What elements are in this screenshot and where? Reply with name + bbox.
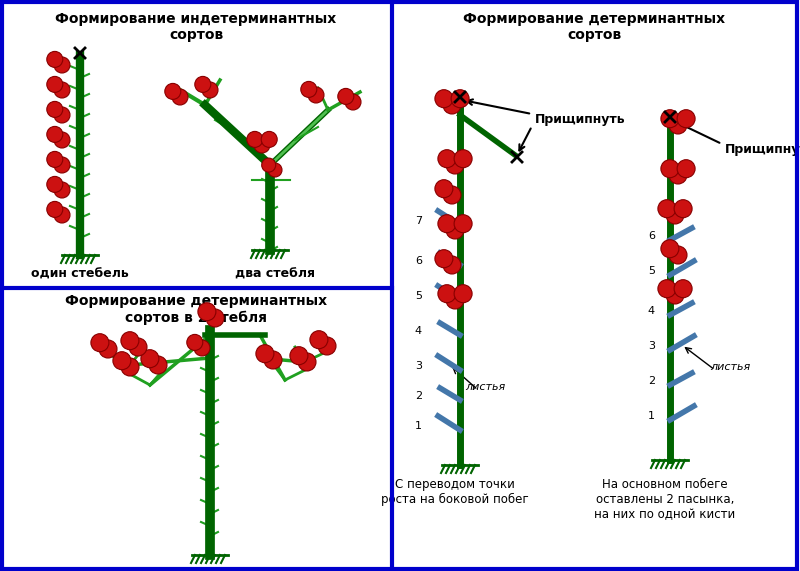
Circle shape [446, 221, 464, 239]
Circle shape [54, 157, 70, 173]
Circle shape [202, 82, 218, 98]
Circle shape [54, 182, 70, 198]
Circle shape [268, 163, 282, 177]
Circle shape [454, 285, 472, 303]
Circle shape [435, 180, 453, 198]
Circle shape [438, 215, 456, 233]
Circle shape [165, 83, 181, 99]
Circle shape [46, 102, 62, 118]
Circle shape [345, 94, 361, 110]
Circle shape [338, 89, 354, 104]
Circle shape [54, 107, 70, 123]
Circle shape [262, 158, 276, 172]
Circle shape [443, 96, 461, 114]
Text: 3: 3 [648, 341, 655, 351]
Circle shape [308, 87, 324, 103]
Circle shape [261, 131, 277, 147]
Circle shape [141, 349, 159, 368]
Circle shape [54, 207, 70, 223]
Circle shape [438, 150, 456, 168]
Text: 1: 1 [415, 421, 422, 431]
Text: 2: 2 [415, 391, 422, 401]
Text: Формирование детерминантных
сортов: Формирование детерминантных сортов [463, 12, 725, 42]
Circle shape [254, 137, 270, 153]
Circle shape [91, 333, 109, 352]
Circle shape [661, 110, 679, 128]
Circle shape [187, 335, 203, 351]
Circle shape [121, 358, 139, 376]
Circle shape [194, 340, 210, 356]
Circle shape [674, 280, 692, 297]
Circle shape [256, 345, 274, 363]
Circle shape [46, 51, 62, 67]
Circle shape [121, 332, 139, 349]
Circle shape [318, 337, 336, 355]
Circle shape [666, 286, 684, 304]
Circle shape [46, 126, 62, 142]
Text: На основном побеге
оставлены 2 пасынка,
на них по одной кисти: На основном побеге оставлены 2 пасынка, … [594, 478, 736, 521]
Circle shape [658, 200, 676, 218]
Text: один стебель: один стебель [31, 268, 129, 281]
Text: 2: 2 [648, 376, 655, 386]
Circle shape [669, 116, 687, 134]
Circle shape [206, 309, 224, 327]
Text: 6: 6 [648, 231, 655, 241]
Circle shape [198, 303, 216, 321]
Circle shape [195, 77, 211, 93]
Text: 4: 4 [648, 306, 655, 316]
Circle shape [246, 131, 262, 147]
Circle shape [661, 240, 679, 258]
Circle shape [149, 356, 167, 374]
Circle shape [454, 215, 472, 233]
Text: 5: 5 [415, 291, 422, 301]
Circle shape [669, 166, 687, 184]
Circle shape [46, 202, 62, 218]
Circle shape [54, 57, 70, 73]
Circle shape [666, 206, 684, 224]
Circle shape [443, 256, 461, 274]
Circle shape [677, 110, 695, 128]
Circle shape [301, 82, 317, 98]
Circle shape [113, 352, 131, 369]
Circle shape [454, 150, 472, 168]
Circle shape [661, 160, 679, 178]
Circle shape [669, 246, 687, 264]
Text: Прищипнуть: Прищипнуть [535, 114, 626, 127]
Text: Формирование детерминантных
сортов в 2 стебля: Формирование детерминантных сортов в 2 с… [65, 294, 327, 324]
Circle shape [129, 338, 147, 356]
Text: листья: листья [465, 382, 506, 392]
Text: 4: 4 [415, 326, 422, 336]
Circle shape [435, 90, 453, 108]
Circle shape [446, 156, 464, 174]
Text: Формирование индетерминантных
сортов: Формирование индетерминантных сортов [55, 12, 337, 42]
Circle shape [46, 176, 62, 192]
Circle shape [298, 353, 316, 371]
Text: 3: 3 [415, 361, 422, 371]
Circle shape [172, 89, 188, 105]
Text: 1: 1 [648, 411, 655, 421]
Text: Прищипнуть: Прищипнуть [725, 143, 800, 156]
Text: 7: 7 [415, 216, 422, 226]
Circle shape [310, 331, 328, 349]
Circle shape [46, 151, 62, 167]
Circle shape [435, 250, 453, 268]
Circle shape [264, 351, 282, 369]
Text: 5: 5 [648, 266, 655, 276]
Circle shape [677, 160, 695, 178]
Circle shape [451, 90, 469, 108]
Text: два стебля: два стебля [235, 268, 315, 281]
Text: листья: листья [710, 362, 750, 372]
Circle shape [438, 285, 456, 303]
Circle shape [443, 186, 461, 204]
Circle shape [290, 347, 308, 365]
Circle shape [46, 77, 62, 93]
Text: 6: 6 [415, 256, 422, 266]
Circle shape [99, 340, 117, 358]
Text: С переводом точки
роста на боковой побег: С переводом точки роста на боковой побег [381, 478, 529, 506]
Circle shape [54, 132, 70, 148]
Circle shape [658, 280, 676, 297]
Circle shape [54, 82, 70, 98]
Circle shape [674, 200, 692, 218]
Circle shape [446, 291, 464, 309]
